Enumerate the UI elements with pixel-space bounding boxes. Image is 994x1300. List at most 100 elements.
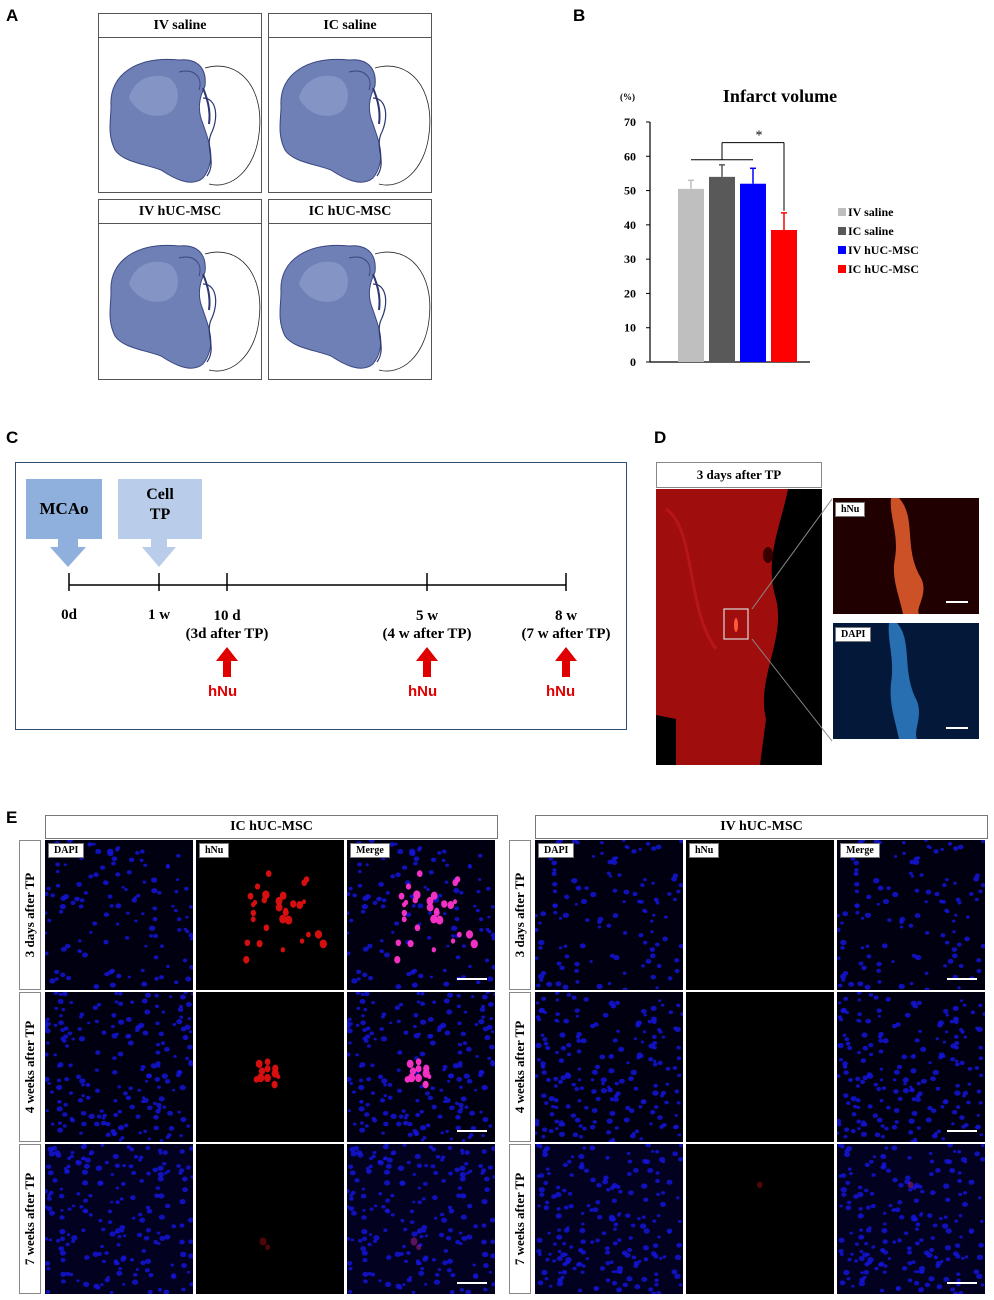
scale-bar	[946, 727, 968, 729]
legend-swatch	[838, 227, 846, 235]
panel-letter-d: D	[654, 428, 667, 447]
channel-tag: Merge	[840, 843, 880, 858]
row-label: 7 weeks after TP	[509, 1144, 531, 1294]
hnu-arrow	[416, 647, 438, 677]
bar	[771, 230, 797, 362]
micrograph-dapi	[535, 1144, 683, 1294]
legend-item: IC hUC-MSC	[838, 262, 919, 277]
group-header-ic: IC hUC-MSC	[45, 815, 498, 839]
row-label: 4 weeks after TP	[19, 992, 41, 1142]
y-tick-label: 30	[624, 252, 636, 266]
cell-tp-arrow	[142, 539, 176, 567]
timeline-panel: MCAo Cell TP 0d 1 w 10 d (3d after TP) 5…	[15, 462, 627, 730]
micrograph-dapi	[45, 1144, 193, 1294]
brain-slice-image	[109, 244, 261, 373]
bar	[678, 188, 704, 362]
scale-bar	[947, 1282, 977, 1284]
cell-tp-label: Cell TP	[146, 486, 174, 523]
micrograph-hnu	[196, 1144, 344, 1294]
panel-letter-e: E	[6, 808, 18, 827]
panel-letter-a: A	[6, 6, 19, 25]
legend-label: IV hUC-MSC	[848, 243, 919, 257]
micrograph-merge	[347, 992, 495, 1142]
channel-tag: hNu	[199, 843, 230, 858]
legend-swatch	[838, 208, 846, 216]
micrograph-merge	[347, 1144, 495, 1294]
y-tick-label: 10	[624, 321, 636, 335]
brain-title: IC saline	[269, 14, 431, 38]
zoom-lines	[751, 498, 833, 742]
micrograph-dapi	[45, 992, 193, 1142]
hnu-label: hNu	[546, 683, 576, 700]
timepoint-label: 1 w	[147, 607, 171, 623]
timepoint-label: 8 w (7 w after TP)	[521, 608, 611, 642]
brain-title: IV hUC-MSC	[99, 200, 261, 224]
bar	[740, 183, 766, 362]
legend-item: IC saline	[838, 224, 894, 239]
scale-bar	[947, 978, 977, 980]
brain-section-iv-huc-msc: IV hUC-MSC	[98, 199, 262, 380]
hnu-overview-image	[656, 489, 822, 765]
timepoint-label: 10 d (3d after TP)	[185, 608, 269, 642]
y-tick-label: 40	[624, 218, 636, 232]
cell-tp-box	[118, 479, 202, 539]
micrograph-hnu: hNu	[686, 840, 834, 990]
timeline-graphic	[26, 479, 577, 677]
scale-bar	[457, 978, 487, 980]
legend-item: IV saline	[838, 205, 893, 220]
zoom-region-box	[723, 608, 749, 640]
channel-tag: Merge	[350, 843, 390, 858]
micrograph-dapi: DAPI	[45, 840, 193, 990]
micrograph-hnu	[686, 992, 834, 1142]
hnu-arrow	[216, 647, 238, 677]
y-tick-label: 0	[630, 355, 636, 369]
panel-letter-c: C	[6, 428, 19, 447]
y-tick-label: 70	[624, 115, 636, 129]
inset-tag: DAPI	[835, 627, 872, 642]
micrograph-hnu	[686, 1144, 834, 1294]
row-label: 4 weeks after TP	[509, 992, 531, 1142]
hnu-label: hNu	[208, 683, 238, 700]
legend-label: IC saline	[848, 224, 894, 238]
hnu-inset-image	[833, 498, 979, 614]
row-label: 3 days after TP	[509, 840, 531, 990]
legend-swatch	[838, 265, 846, 273]
inset-tag: hNu	[835, 502, 866, 517]
micrograph-dapi: DAPI	[535, 840, 683, 990]
y-tick-label: 60	[624, 149, 636, 163]
micrograph-hnu: hNu	[196, 840, 344, 990]
legend-item: IV hUC-MSC	[838, 243, 919, 258]
timepoint-label: 5 w (4 w after TP)	[382, 608, 472, 642]
micrograph-dapi	[535, 992, 683, 1142]
scale-bar	[947, 1130, 977, 1132]
channel-tag: DAPI	[48, 843, 85, 858]
chart-title: Infarct volume	[723, 86, 837, 106]
micrograph-merge	[837, 992, 985, 1142]
y-tick-label: 20	[624, 286, 636, 300]
scale-bar	[457, 1282, 487, 1284]
group-header-iv: IV hUC-MSC	[535, 815, 988, 839]
bar	[709, 176, 735, 362]
brain-section-ic-huc-msc: IC hUC-MSC	[268, 199, 432, 380]
mcao-box	[26, 479, 102, 539]
legend-label: IC hUC-MSC	[848, 262, 920, 276]
panel-letter-b: B	[573, 6, 586, 25]
significance-marker: *	[756, 129, 763, 144]
legend-label: IV saline	[848, 205, 894, 219]
micrograph-merge	[837, 1144, 985, 1294]
panel-d-title: 3 days after TP	[656, 462, 822, 488]
dapi-inset-image	[833, 623, 979, 739]
mcao-label: MCAo	[39, 499, 89, 518]
channel-tag: hNu	[689, 843, 720, 858]
y-tick-label: 50	[624, 184, 636, 198]
infarct-volume-chart: Infarct volume (%) 0 10 20 30 40 50 60 70 *	[620, 86, 837, 369]
micrograph-hnu	[196, 992, 344, 1142]
legend-swatch	[838, 246, 846, 254]
hnu-label: hNu	[408, 683, 438, 700]
timepoint-label: 0d	[61, 607, 77, 623]
hnu-arrow	[555, 647, 577, 677]
brain-section-iv-saline: IV saline	[98, 13, 262, 193]
scale-bar	[946, 601, 968, 603]
brain-slice-image	[109, 58, 261, 187]
scale-bar	[457, 1130, 487, 1132]
